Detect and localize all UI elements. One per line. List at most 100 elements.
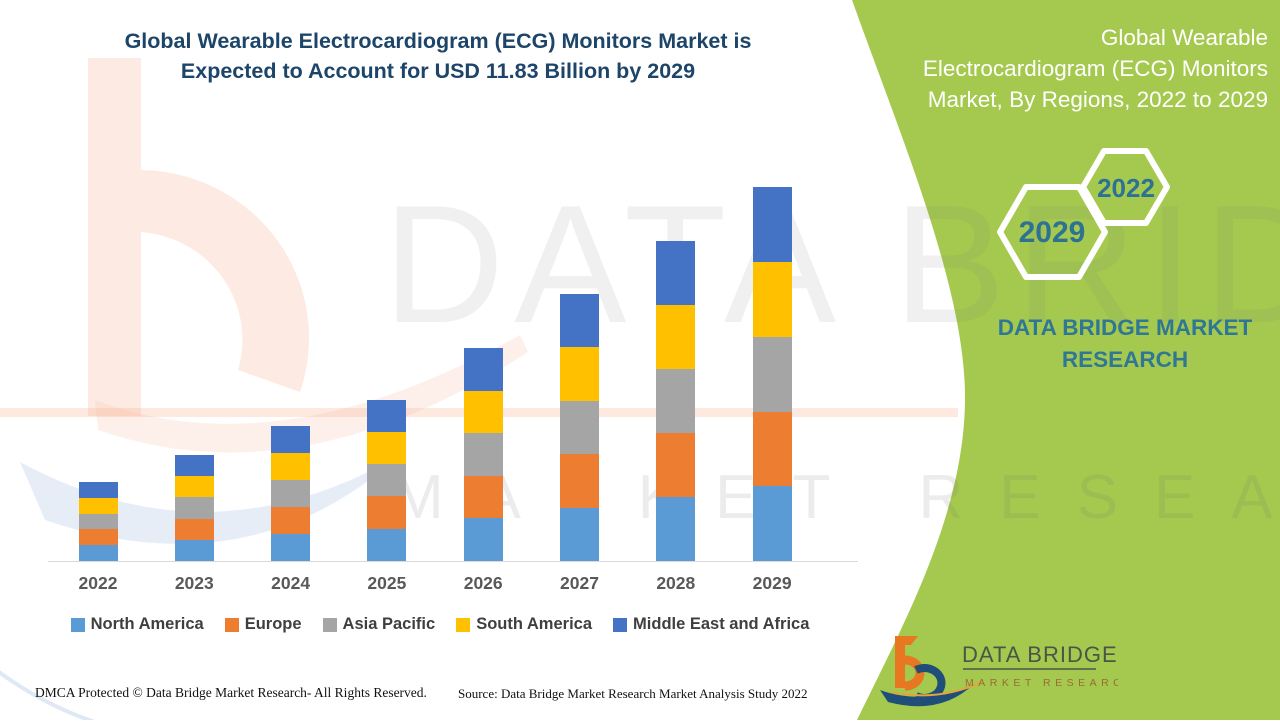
x-axis-label-2022: 2022 [78, 573, 118, 593]
legend-swatch-icon [70, 617, 85, 632]
bar-segment-2024-europe [271, 507, 311, 535]
side-panel-title: Global Wearable Electrocardiogram (ECG) … [880, 22, 1268, 115]
legend-item-europe: Europe [224, 615, 302, 634]
stacked-bar-2029 [752, 187, 792, 561]
chart-title-line1: Global Wearable Electrocardiogram (ECG) … [124, 29, 752, 53]
stacked-bar-2028 [656, 240, 696, 561]
bar-segment-2029-asia-pacific [752, 336, 792, 412]
legend-label: North America [90, 615, 204, 633]
legend-swatch-icon [322, 617, 337, 632]
bar-column-2024: 2024 [243, 0, 339, 593]
legend-swatch-icon [224, 617, 239, 632]
legend-swatch-icon [456, 617, 471, 632]
bar-segment-2028-asia-pacific [656, 369, 696, 434]
bar-segment-2027-europe [560, 454, 599, 508]
data-bridge-logo: DATA BRIDGE MARKET RESEARCH [878, 630, 1133, 710]
legend-item-asia-pacific: Asia Pacific [322, 615, 436, 634]
bar-segment-2028-europe [656, 433, 696, 498]
bar-segment-2026-south-america [463, 390, 503, 433]
x-axis-label-2029: 2029 [752, 573, 792, 593]
bar-column-2029: 2029 [724, 0, 820, 593]
bar-segment-2026-middle-east-and-africa [463, 347, 503, 391]
legend: North America Europe Asia Pacific South Ame… [40, 615, 840, 634]
bar-segment-2025-north-america [367, 528, 407, 561]
legend-label: Asia Pacific [342, 615, 436, 633]
x-axis-label-2025: 2025 [367, 573, 407, 593]
bar-segment-2026-asia-pacific [463, 432, 503, 476]
bar-column-2023: 2023 [146, 0, 242, 593]
legend-item-north-america: North America [70, 615, 204, 634]
legend-label: South America [476, 615, 593, 633]
data-bridge-logo-icon: DATA BRIDGE MARKET RESEARCH [880, 636, 1133, 707]
x-axis-label-2023: 2023 [174, 573, 214, 593]
x-axis-label-2028: 2028 [656, 573, 696, 593]
bar-segment-2023-north-america [174, 539, 214, 561]
side-panel-title-line3: Market, By Regions, 2022 to 2029 [927, 87, 1268, 112]
bar-column-2025: 2025 [339, 0, 435, 593]
brand-caption-line2: RESEARCH [1061, 347, 1189, 372]
bar-segment-2025-europe [367, 496, 407, 529]
stacked-bar-2022 [78, 482, 118, 561]
bar-segment-2027-asia-pacific [560, 400, 599, 455]
bar-segment-2022-asia-pacific [78, 513, 118, 530]
bar-segment-2024-middle-east-and-africa [271, 425, 311, 454]
stacked-bar-2023 [174, 455, 214, 561]
side-panel-title-line1: Global Wearable [1100, 25, 1268, 50]
bar-segment-2027-north-america [560, 507, 599, 561]
stacked-bar-2026 [463, 347, 503, 561]
bar-segment-2028-middle-east-and-africa [656, 240, 696, 306]
footer-source-text: Source: Data Bridge Market Research Mark… [458, 686, 808, 701]
legend-swatch-icon [613, 617, 628, 632]
bar-segment-2024-south-america [271, 453, 311, 481]
x-axis-label-2027: 2027 [560, 573, 599, 593]
bar-column-2028: 2028 [628, 0, 724, 593]
bar-segment-2022-europe [78, 529, 118, 546]
bar-segment-2023-south-america [174, 476, 214, 498]
bar-segment-2024-asia-pacific [271, 480, 311, 508]
footer-dmca-text: DMCA Protected © Data Bridge Market Rese… [35, 685, 427, 700]
bar-segment-2025-asia-pacific [367, 464, 407, 497]
bar-segment-2028-south-america [656, 305, 696, 370]
x-axis-line [48, 561, 858, 562]
bar-segment-2024-north-america [271, 534, 311, 561]
brand-caption-line1: DATA BRIDGE MARKET [997, 315, 1253, 340]
bar-segment-2028-north-america [656, 497, 696, 561]
bar-column-2026: 2026 [435, 0, 531, 593]
bar-column-2027: 2027 [532, 0, 628, 593]
legend-label: Middle East and Africa [633, 615, 810, 633]
svg-text:DATA BRIDGE: DATA BRIDGE [962, 642, 1118, 667]
bar-segment-2022-middle-east-and-africa [78, 482, 118, 498]
hexagon-year-2022: 2022 [1097, 173, 1155, 203]
x-axis-label-2024: 2024 [271, 573, 311, 593]
legend-item-south-america: South America [456, 615, 592, 634]
bar-segment-2023-europe [174, 518, 214, 540]
plot-area: 2022 2023 2024 2025 2026 2027 2028 2029 [48, 0, 858, 593]
bar-segment-2022-south-america [78, 497, 118, 514]
legend-item-middle-east-and-africa: Middle East and Africa [613, 615, 809, 634]
x-axis-label-2026: 2026 [463, 573, 503, 593]
bar-segment-2026-europe [463, 475, 503, 519]
stacked-bar-2024 [271, 425, 311, 561]
bar-segment-2023-asia-pacific [174, 497, 214, 519]
stacked-bar-2027 [560, 294, 599, 561]
bar-segment-2029-middle-east-and-africa [752, 187, 792, 263]
side-panel-title-line2: Electrocardiogram (ECG) Monitors [922, 56, 1268, 81]
stacked-bar-2025 [367, 399, 407, 561]
chart-title-line2: Expected to Account for USD 11.83 Billio… [180, 59, 696, 83]
hexagon-year-2029: 2029 [1018, 216, 1086, 249]
brand-caption: DATA BRIDGE MARKET RESEARCH [965, 312, 1280, 376]
bar-segment-2025-middle-east-and-africa [367, 399, 407, 432]
bar-segment-2023-middle-east-and-africa [174, 455, 214, 477]
chart-title: Global Wearable Electrocardiogram (ECG) … [66, 26, 810, 86]
svg-text:MARKET RESEARCH: MARKET RESEARCH [965, 677, 1118, 689]
bar-segment-2027-middle-east-and-africa [560, 294, 599, 348]
bar-segment-2029-north-america [752, 486, 792, 561]
bar-segment-2025-south-america [367, 431, 407, 465]
bar-segment-2029-south-america [752, 262, 792, 337]
bar-segment-2026-north-america [463, 518, 503, 561]
bar-segment-2022-north-america [78, 545, 118, 561]
bar-column-2022: 2022 [50, 0, 146, 593]
bar-segment-2027-south-america [560, 347, 599, 401]
legend-label: Europe [244, 615, 302, 633]
bar-segment-2029-europe [752, 411, 792, 487]
